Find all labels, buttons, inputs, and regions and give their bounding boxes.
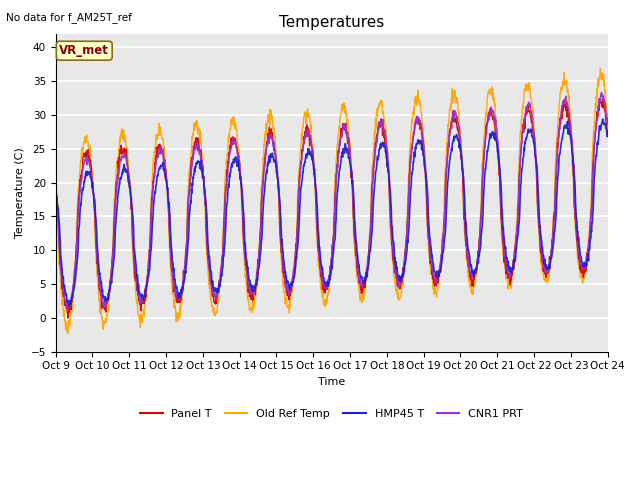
X-axis label: Time: Time: [318, 377, 346, 387]
Title: Temperatures: Temperatures: [279, 15, 384, 30]
Text: No data for f_AM25T_ref: No data for f_AM25T_ref: [6, 12, 132, 23]
Text: VR_met: VR_met: [60, 44, 109, 57]
Legend: Panel T, Old Ref Temp, HMP45 T, CNR1 PRT: Panel T, Old Ref Temp, HMP45 T, CNR1 PRT: [136, 405, 527, 423]
Y-axis label: Temperature (C): Temperature (C): [15, 147, 25, 238]
